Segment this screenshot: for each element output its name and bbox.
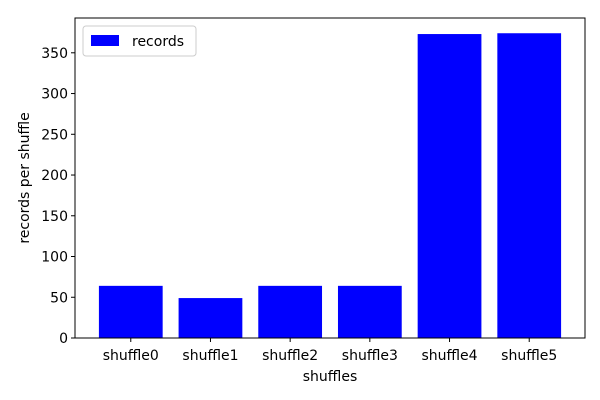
y-axis-label: records per shuffle (17, 112, 33, 243)
bar-shuffle1 (178, 298, 243, 338)
legend-label-records: records (132, 34, 184, 50)
x-axis-ticks: shuffle0 shuffle1 shuffle2 shuffle3 shuffle4… (103, 338, 557, 364)
bar-shuffle2 (258, 285, 323, 338)
bars-group (98, 33, 562, 339)
y-tick-label: 350 (41, 46, 68, 62)
y-tick-label: 0 (59, 331, 68, 347)
y-tick-label: 200 (41, 168, 68, 184)
y-axis-ticks: 0 50 100 150 200 250 300 350 (41, 46, 75, 347)
x-tick-label-shuffle2: shuffle2 (262, 348, 318, 364)
bar-shuffle5 (497, 33, 562, 339)
y-tick-label: 250 (41, 127, 68, 143)
x-tick-label-shuffle1: shuffle1 (182, 348, 238, 364)
x-tick-label-shuffle5: shuffle5 (501, 348, 557, 364)
bar-shuffle3 (337, 285, 402, 338)
legend-frame (82, 25, 197, 57)
x-tick-label-shuffle3: shuffle3 (342, 348, 398, 364)
y-tick-label: 50 (50, 290, 68, 306)
x-axis-label: shuffles (303, 369, 357, 385)
x-tick-label-shuffle4: shuffle4 (421, 348, 477, 364)
bar-shuffle0 (98, 285, 163, 338)
x-tick-label-shuffle0: shuffle0 (103, 348, 159, 364)
legend-swatch-records (91, 35, 119, 46)
y-tick-label: 300 (41, 87, 68, 103)
y-tick-label: 100 (41, 250, 68, 266)
legend: records (82, 25, 197, 57)
plot-frame (74, 17, 586, 339)
bar-shuffle4 (417, 34, 482, 339)
y-tick-label: 150 (41, 209, 68, 225)
